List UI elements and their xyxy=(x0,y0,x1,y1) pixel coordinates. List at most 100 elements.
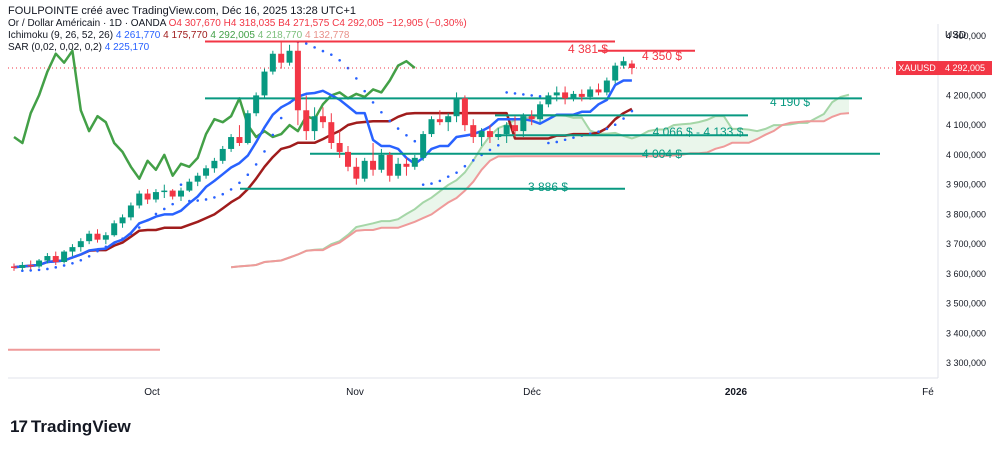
x-tick-label: Déc xyxy=(523,387,541,398)
sar-dot xyxy=(204,198,208,201)
sar-dot xyxy=(405,134,408,137)
sar-dot xyxy=(288,101,291,105)
sar-dot xyxy=(430,182,433,185)
sar-dot xyxy=(129,232,133,236)
sar-dot xyxy=(371,101,375,104)
sar-dot xyxy=(21,269,24,273)
sar-dot xyxy=(463,164,467,168)
candle-body xyxy=(562,92,569,99)
candle-body xyxy=(353,166,360,179)
candle-body xyxy=(44,256,51,261)
candle-body xyxy=(553,92,560,96)
y-tick-label: 3 600,000 xyxy=(946,269,986,279)
candle-body xyxy=(345,151,351,167)
y-tick-label: 3 400,000 xyxy=(946,328,986,338)
y-tick-label: 4 200,000 xyxy=(946,90,986,100)
candle-body xyxy=(445,116,452,123)
candle-body xyxy=(186,181,193,191)
candle-body xyxy=(370,160,377,170)
x-tick-label: 2026 xyxy=(725,387,748,398)
currency-label: USD xyxy=(945,30,967,41)
candle-body xyxy=(119,217,126,224)
sar-dot xyxy=(497,144,500,147)
y-tick-label: 3 500,000 xyxy=(946,299,986,309)
sar-dot xyxy=(121,237,124,240)
candle-body xyxy=(52,256,59,262)
price-badge-symbol xyxy=(896,61,938,76)
sar-label: SAR (0,02, 0,02, 0,2) xyxy=(8,42,102,53)
candle-body xyxy=(420,134,427,158)
sar-dot xyxy=(271,133,275,137)
candle-body xyxy=(520,116,527,132)
price-level-label: 4 381 $ xyxy=(568,42,608,56)
sar-dot xyxy=(380,110,383,114)
candle-body xyxy=(503,125,510,135)
ichimoku-label: Ichimoku (9, 26, 52, 26) xyxy=(8,30,114,41)
sar-dot xyxy=(196,199,199,202)
ichimoku-value-1: 4 261,770 xyxy=(115,30,161,41)
tradingview-logo[interactable]: 17 TradingView xyxy=(10,417,131,437)
candle-body xyxy=(178,190,184,197)
sar-dot xyxy=(313,46,316,49)
candle-body xyxy=(453,98,460,117)
ichimoku-legend[interactable]: Ichimoku (9, 26, 52, 26) 4 261,770 4 175… xyxy=(8,30,349,41)
candle-body xyxy=(537,104,544,120)
sar-dot xyxy=(388,119,392,123)
price-badge-value-text: 4 292,005 xyxy=(945,63,985,73)
ichimoku-value-4: 4 218,770 xyxy=(257,30,303,41)
candle-body xyxy=(620,61,627,66)
ohlc-high: H4 318,035 xyxy=(223,18,276,29)
price-level-label: 4 350 $ xyxy=(642,49,682,63)
ohlc-open: O4 307,670 xyxy=(168,18,221,29)
sar-dot xyxy=(446,175,450,178)
sar-dot xyxy=(563,138,567,142)
candle-body xyxy=(378,154,385,170)
candle-body xyxy=(269,53,276,72)
sar-dot xyxy=(572,136,575,139)
sar-dot xyxy=(62,264,66,267)
sar-value: 4 225,170 xyxy=(104,42,150,53)
y-tick-label: 3 900,000 xyxy=(946,180,986,190)
sar-dot xyxy=(555,140,559,144)
sar-dot xyxy=(605,127,609,131)
tradingview-logo-text: TradingView xyxy=(30,417,131,436)
ichimoku-value-2: 4 175,770 xyxy=(163,30,208,41)
symbol-name[interactable]: Or / Dollar Américain · 1D · OANDA xyxy=(8,18,166,29)
sar-dot xyxy=(613,123,617,127)
candle-body xyxy=(236,137,243,143)
y-tick-label: 4 400,000 xyxy=(946,31,986,41)
sar-dot xyxy=(363,89,367,93)
candle-body xyxy=(111,223,118,236)
candle-body xyxy=(628,63,635,69)
ichimoku-cloud xyxy=(231,94,850,268)
sar-dot xyxy=(79,258,83,262)
candle-body xyxy=(486,131,493,138)
sar-dot xyxy=(547,141,550,145)
sar-dot xyxy=(29,269,32,272)
y-tick-label: 3 700,000 xyxy=(946,239,986,249)
candle-body xyxy=(194,175,201,182)
sar-legend[interactable]: SAR (0,02, 0,02, 0,2) 4 225,170 xyxy=(8,42,149,53)
candle-body xyxy=(286,50,293,63)
candle-body xyxy=(528,116,535,120)
sar-dot xyxy=(154,212,158,216)
ichimoku-value-3: 4 292,005 xyxy=(210,30,255,41)
sar-dot xyxy=(229,188,233,191)
sar-dot xyxy=(104,245,108,249)
sar-dot xyxy=(37,268,41,272)
sar-dot xyxy=(163,207,166,211)
candle-body xyxy=(244,113,251,143)
candle-body xyxy=(86,233,93,242)
ohlc-change: −12,905 (−0,30%) xyxy=(386,18,467,29)
sar-dot xyxy=(522,93,525,96)
candle-body xyxy=(169,190,176,197)
sar-dot xyxy=(137,226,141,229)
sar-dot xyxy=(413,139,417,143)
sar-dot xyxy=(112,241,116,245)
candle-body xyxy=(152,192,159,200)
candle-body xyxy=(570,93,577,99)
price-level-label: 3 886 $ xyxy=(528,180,568,194)
candle-body xyxy=(311,116,318,132)
candle-body xyxy=(294,50,301,111)
